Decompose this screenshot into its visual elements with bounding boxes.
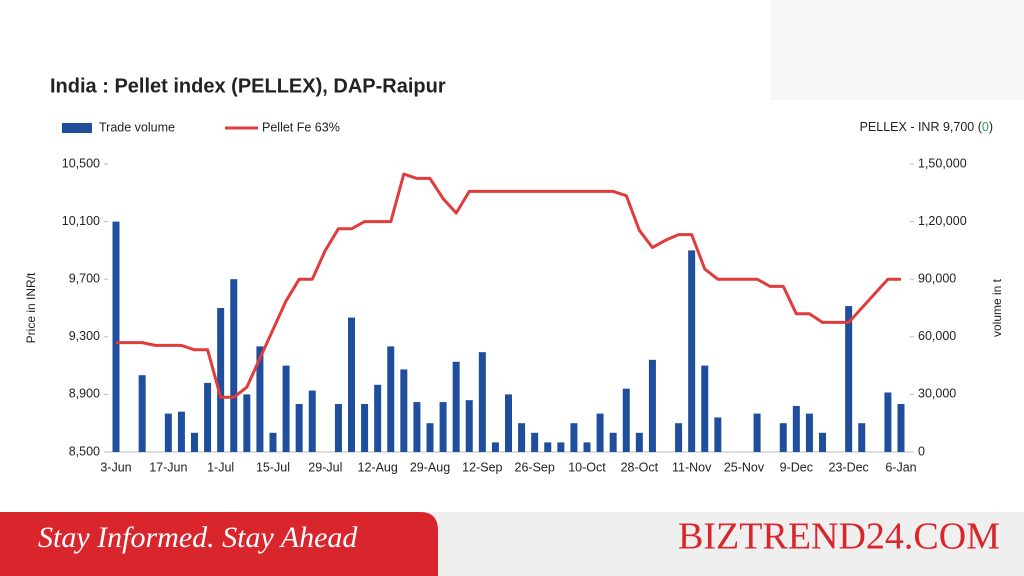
bar <box>138 375 146 452</box>
bar <box>544 442 552 452</box>
y2-tick-label: 90,000 <box>918 271 956 285</box>
bar <box>400 369 408 452</box>
top-right-shade <box>770 0 1024 100</box>
bar <box>256 346 264 452</box>
bar <box>753 413 761 452</box>
x-tick-label: 10-Oct <box>568 460 606 474</box>
bar <box>164 413 172 452</box>
bar <box>191 432 198 452</box>
y-tick-label: 10,100 <box>62 214 100 228</box>
bar <box>609 432 617 452</box>
banner-tagline: Stay Informed. Stay Ahead <box>38 521 358 554</box>
annotation-prefix: PELLEX - INR 9,700 ( <box>860 120 983 134</box>
bar <box>243 394 251 452</box>
bar <box>348 317 355 452</box>
x-tick-label: 6-Jan <box>885 460 916 474</box>
bar <box>295 404 303 452</box>
bar <box>217 308 225 452</box>
y2-tick-label: 1,20,000 <box>918 214 967 228</box>
x-tick-label: 28-Oct <box>621 460 659 474</box>
line <box>116 172 901 399</box>
annotation-change: 0 <box>982 120 989 134</box>
bar <box>491 442 499 452</box>
x-tick-label: 11-Nov <box>672 460 712 474</box>
legend-label: Trade volume <box>99 120 175 134</box>
bar <box>688 250 696 452</box>
legend-label: Pellet Fe 63% <box>262 120 340 134</box>
chart-title: India : Pellet index (PELLEX), DAP-Raipu… <box>50 75 446 97</box>
bar <box>583 442 591 452</box>
y2-tick-label: 0 <box>918 444 925 458</box>
bar <box>334 404 342 452</box>
y-axis-label: Price in INR/t <box>24 272 38 343</box>
bar <box>387 346 395 452</box>
bar <box>518 423 526 452</box>
x-tick-label: 3-Jun <box>100 460 131 474</box>
bar <box>465 400 473 452</box>
x-tick-label: 29-Jul <box>308 460 342 474</box>
x-tick-label: 23-Dec <box>829 460 869 474</box>
banner-left-block <box>0 512 438 576</box>
x-tick-label: 9-Dec <box>780 460 813 474</box>
bar <box>819 432 826 452</box>
y2-tick-label: 30,000 <box>918 387 956 401</box>
bar <box>557 442 565 452</box>
bar <box>505 394 512 452</box>
bar <box>675 423 683 452</box>
y2-tick-label: 60,000 <box>918 329 956 343</box>
bar <box>897 404 905 452</box>
bar <box>112 221 120 452</box>
bar <box>792 405 800 452</box>
bar <box>361 404 369 452</box>
x-tick-label: 15-Jul <box>256 460 290 474</box>
bar <box>701 365 709 452</box>
bar <box>478 352 486 452</box>
y-tick-label: 9,300 <box>69 329 100 343</box>
bar <box>805 413 813 452</box>
bar <box>648 359 656 452</box>
bar <box>374 384 382 452</box>
bar <box>622 388 630 452</box>
x-tick-label: 26-Sep <box>515 460 555 474</box>
bar <box>308 390 316 452</box>
bar <box>426 423 434 452</box>
bar <box>452 361 460 452</box>
y-tick-label: 10,500 <box>62 156 100 170</box>
x-tick-label: 17-Jun <box>149 460 187 474</box>
y-tick-label: 8,900 <box>69 387 100 401</box>
bar <box>596 413 604 452</box>
bar <box>635 432 643 452</box>
bar <box>570 423 578 452</box>
bar <box>845 306 853 452</box>
bar <box>884 392 892 452</box>
y2-axis-label: volume in t <box>990 278 1004 337</box>
bar <box>714 417 722 452</box>
bar <box>282 365 290 452</box>
x-tick-label: 29-Aug <box>410 460 450 474</box>
bar <box>858 423 866 452</box>
bar <box>269 432 277 452</box>
x-tick-label: 12-Sep <box>462 460 502 474</box>
annotation: PELLEX - INR 9,700 (0) <box>860 120 993 134</box>
legend-swatch <box>62 123 92 133</box>
x-tick-label: 12-Aug <box>358 460 398 474</box>
annotation-suffix: ) <box>989 120 993 134</box>
y-tick-label: 8,500 <box>69 444 100 458</box>
bar <box>779 423 787 452</box>
bar <box>204 382 212 452</box>
bar <box>230 279 238 452</box>
banner-brand: BIZTREND24.COM <box>678 516 1000 558</box>
bar <box>439 402 447 452</box>
bar <box>413 402 421 452</box>
bar <box>531 432 539 452</box>
x-tick-label: 25-Nov <box>724 460 765 474</box>
x-tick-label: 1-Jul <box>207 460 234 474</box>
y2-tick-label: 1,50,000 <box>918 156 967 170</box>
y-tick-label: 9,700 <box>69 271 100 285</box>
bar <box>177 411 185 452</box>
